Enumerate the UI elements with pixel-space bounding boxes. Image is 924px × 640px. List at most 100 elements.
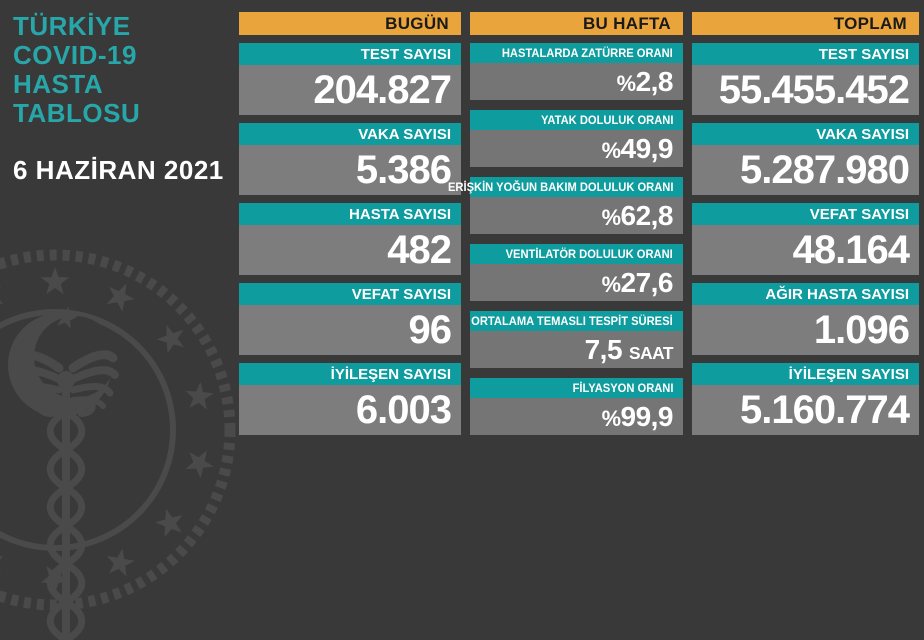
stat-label-text: İYİLEŞEN SAYISI [330,365,451,383]
stat-label-text: VEFAT SAYISI [351,285,451,303]
column-toplam: TOPLAM TEST SAYISI 55.455.452 VAKA SAYIS… [692,12,919,443]
stat-card: FİLYASYON ORANI % 99,9 [470,378,683,435]
rope-border [0,249,236,611]
column-header-bugun: BUGÜN [239,12,461,35]
stat-label: VEFAT SAYISI [692,203,919,225]
stat-label-text: İYİLEŞEN SAYISI [788,365,909,383]
stat-card: VAKA SAYISI 5.287.980 [692,123,919,195]
stat-card: İYİLEŞEN SAYISI 5.160.774 [692,363,919,435]
stat-label-text: AĞIR HASTA SAYISI [765,285,909,303]
stat-value-number: 2,8 [635,66,674,97]
stat-label-text: ORTALAMA TEMASLI TESPİT SÜRESİ [471,314,673,328]
stat-value-prefix: % [616,71,636,96]
stat-card: ORTALAMA TEMASLI TESPİT SÜRESİ 7,5 SAAT [470,311,683,368]
stat-value-number: 55.455.452 [718,68,910,112]
stat-value: 55.455.452 [692,65,919,115]
stat-label: İYİLEŞEN SAYISI [239,363,461,385]
stat-card: İYİLEŞEN SAYISI 6.003 [239,363,461,435]
stat-label-text: ERİŞKİN YOĞUN BAKIM DOLULUK ORANI [447,180,673,194]
stat-value-number: 48.164 [792,228,910,272]
stat-card: TEST SAYISI 55.455.452 [692,43,919,115]
card-list: HASTALARDA ZATÜRRE ORANI % 2,8 YATAK DOL… [448,43,683,435]
stat-card: HASTA SAYISI 482 [239,203,461,275]
report-date: 6 HAZİRAN 2021 [13,155,224,185]
stat-label: ERİŞKİN YOĞUN BAKIM DOLULUK ORANI [448,177,683,197]
stat-value: 6.003 [239,385,461,435]
stat-label-text: TEST SAYISI [818,45,909,63]
stat-label-text: FİLYASYON ORANI [572,381,673,395]
stat-label: HASTALARDA ZATÜRRE ORANI [470,43,683,63]
stat-value: % 49,9 [470,130,683,167]
stat-value: 48.164 [692,225,919,275]
stat-value: % 99,9 [470,398,683,435]
stat-label: HASTA SAYISI [239,203,461,225]
stat-value: 7,5 SAAT [470,331,683,368]
stat-value-number: 1.096 [813,308,910,352]
stat-value: % 2,8 [470,63,683,100]
column-header-toplam: TOPLAM [692,12,919,35]
covid-dashboard: { "colors": { "background": "#393939", "… [0,11,919,640]
stat-value: 5.287.980 [692,145,919,195]
column-bugun: BUGÜN TEST SAYISI 204.827 VAKA SAYISI 5.… [239,12,461,443]
column-bu-hafta: BU HAFTA HASTALARDA ZATÜRRE ORANI % 2,8 … [448,12,683,445]
stat-value-number: 5.386 [355,148,452,192]
page-title-line: TÜRKİYE [13,11,131,41]
stat-value-number: 7,5 [584,334,623,365]
stat-value: 5.160.774 [692,385,919,435]
stat-label-text: TEST SAYISI [360,45,451,63]
title-panel: TÜRKİYE COVID-19 HASTA TABLOSU [13,12,233,128]
stat-value-number: 27,6 [620,267,674,298]
stat-label: ORTALAMA TEMASLI TESPİT SÜRESİ [470,311,683,331]
stat-value-number: 49,9 [620,133,674,164]
page-title-line: COVID-19 [13,40,137,70]
stat-value: 5.386 [239,145,461,195]
stat-label: AĞIR HASTA SAYISI [692,283,919,305]
stat-value-number: 99,9 [620,401,674,432]
stat-value-prefix: % [601,406,621,431]
stat-value: 482 [239,225,461,275]
stat-card: VENTİLATÖR DOLULUK ORANI % 27,6 [470,244,683,301]
stat-value-number: 5.287.980 [740,148,910,192]
crescent-star-caduceus-emblem-icon [0,249,236,640]
stat-card: VAKA SAYISI 5.386 [239,123,461,195]
stat-card: YATAK DOLULUK ORANI % 49,9 [470,110,683,167]
stat-value-prefix: % [601,205,621,230]
stat-value-prefix: % [601,138,621,163]
stat-card: AĞIR HASTA SAYISI 1.096 [692,283,919,355]
card-list: TEST SAYISI 55.455.452 VAKA SAYISI 5.287… [692,43,919,435]
stat-value: % 27,6 [470,264,683,301]
stat-value-number: 6.003 [355,388,452,432]
stat-label: VENTİLATÖR DOLULUK ORANI [470,244,683,264]
stat-label-text: YATAK DOLULUK ORANI [540,113,673,127]
stat-value: 204.827 [239,65,461,115]
column-header-bu-hafta: BU HAFTA [470,12,683,35]
stat-value-number: 482 [387,228,452,272]
stat-label-text: VENTİLATÖR DOLULUK ORANI [505,247,673,261]
stat-label: YATAK DOLULUK ORANI [470,110,683,130]
stat-value: % 62,8 [470,197,683,234]
stat-label-text: VEFAT SAYISI [809,205,909,223]
stat-label: VAKA SAYISI [692,123,919,145]
page-title-line: TABLOSU [13,98,141,128]
stat-card: VEFAT SAYISI 48.164 [692,203,919,275]
stat-card: VEFAT SAYISI 96 [239,283,461,355]
card-list: TEST SAYISI 204.827 VAKA SAYISI 5.386 HA… [239,43,461,435]
stat-value-number: 204.827 [313,68,452,112]
stat-label-text: VAKA SAYISI [816,125,909,143]
stat-label-text: VAKA SAYISI [358,125,451,143]
stat-card: TEST SAYISI 204.827 [239,43,461,115]
stat-label: İYİLEŞEN SAYISI [692,363,919,385]
stat-label-text: HASTA SAYISI [349,205,451,223]
stat-value-number: 5.160.774 [740,388,910,432]
stat-label: TEST SAYISI [239,43,461,65]
stat-value-number: 96 [408,308,452,352]
stat-label: FİLYASYON ORANI [470,378,683,398]
stat-label-text: HASTALARDA ZATÜRRE ORANI [502,46,673,60]
page-title-line: HASTA [13,69,104,99]
stat-label: TEST SAYISI [692,43,919,65]
stat-label: VAKA SAYISI [239,123,461,145]
stat-label: VEFAT SAYISI [239,283,461,305]
stat-value: 96 [239,305,461,355]
stat-value: 1.096 [692,305,919,355]
stat-value-prefix: % [601,272,621,297]
